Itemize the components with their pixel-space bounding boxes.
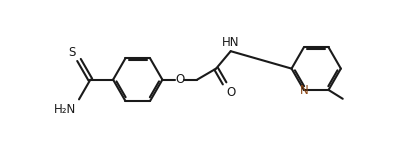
Text: HN: HN (222, 36, 239, 49)
Text: O: O (226, 86, 235, 99)
Text: N: N (300, 84, 308, 97)
Text: S: S (68, 46, 75, 59)
Text: H₂N: H₂N (53, 103, 76, 116)
Text: O: O (175, 73, 184, 86)
